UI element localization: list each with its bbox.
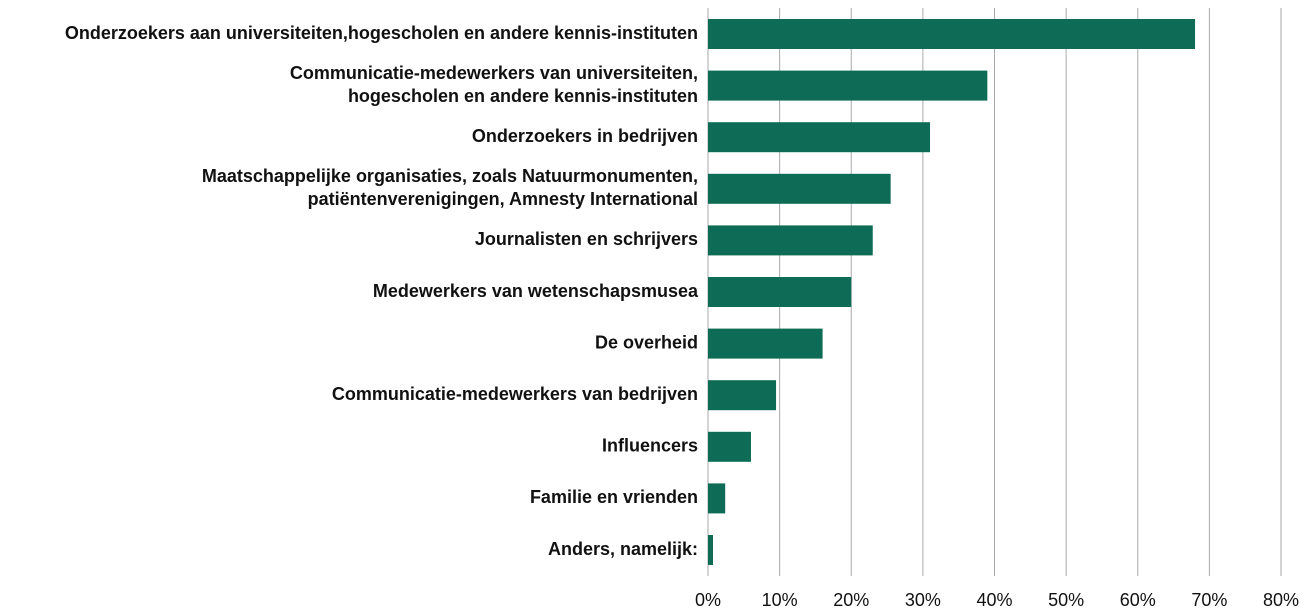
y-tick-label: Maatschappelijke organisaties, zoals Nat… xyxy=(202,166,698,186)
bar xyxy=(708,431,751,462)
x-tick-label: 80% xyxy=(1263,590,1299,610)
x-tick-label: 0% xyxy=(695,590,721,610)
bar xyxy=(708,173,891,204)
y-tick-label: Anders, namelijk: xyxy=(548,539,698,559)
y-tick-label: patiëntenverenigingen, Amnesty Internati… xyxy=(308,189,698,209)
x-tick-label: 70% xyxy=(1191,590,1227,610)
y-tick-label: Medewerkers van wetenschapsmusea xyxy=(373,281,699,301)
bar xyxy=(708,70,988,101)
y-tick-label: Onderzoekers in bedrijven xyxy=(472,126,698,146)
bar xyxy=(708,225,873,256)
y-tick-label: Journalisten en schrijvers xyxy=(475,229,698,249)
bar xyxy=(708,535,714,565)
x-tick-label: 10% xyxy=(762,590,798,610)
x-tick-label: 30% xyxy=(905,590,941,610)
y-tick-label: Communicatie-medewerkers van universitei… xyxy=(290,63,698,83)
bar xyxy=(708,122,931,153)
y-tick-label: Influencers xyxy=(602,436,698,456)
bar xyxy=(708,328,823,359)
x-tick-label: 50% xyxy=(1048,590,1084,610)
y-tick-label: hogescholen en andere kennis-instituten xyxy=(348,86,698,106)
y-tick-label: Onderzoekers aan universiteiten,hogescho… xyxy=(65,23,698,43)
x-tick-label: 20% xyxy=(833,590,869,610)
y-tick-label: Familie en vrienden xyxy=(530,487,698,507)
bar xyxy=(708,277,852,307)
bar xyxy=(708,19,1196,49)
y-tick-label: Communicatie-medewerkers van bedrijven xyxy=(332,384,698,404)
x-tick-label: 40% xyxy=(976,590,1012,610)
bar xyxy=(708,483,726,514)
y-tick-label: De overheid xyxy=(595,332,698,352)
bar xyxy=(708,380,777,411)
x-tick-label: 60% xyxy=(1120,590,1156,610)
